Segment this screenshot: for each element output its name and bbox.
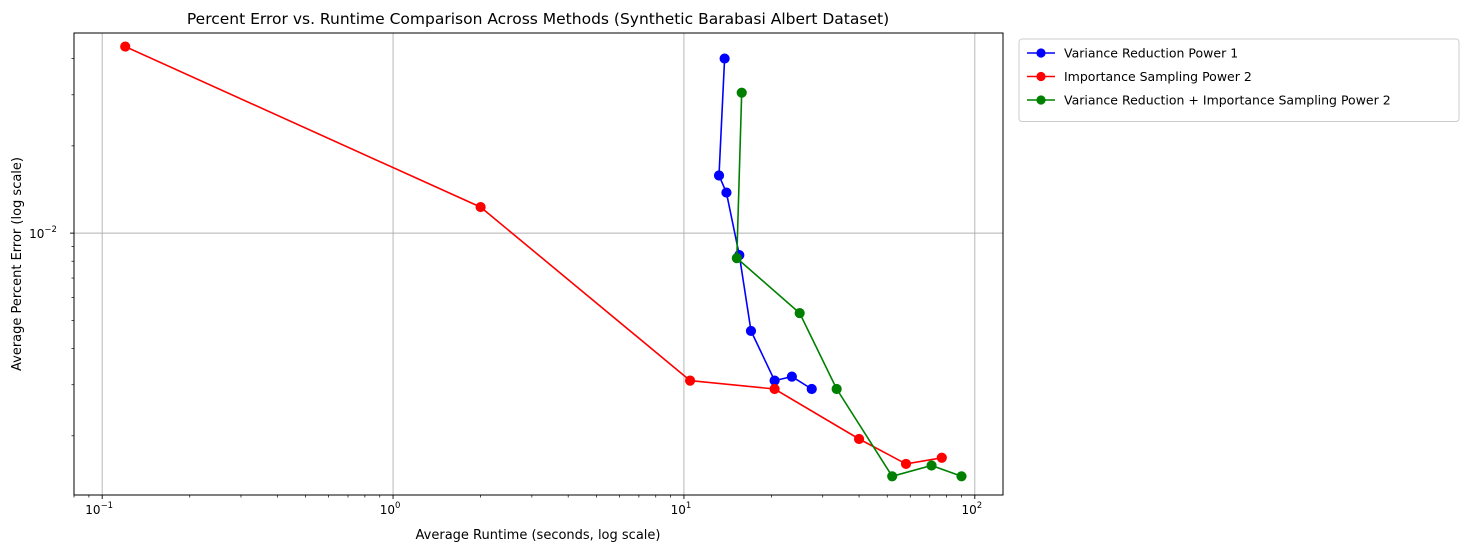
legend: Variance Reduction Power 1 Importance Sam…: [1018, 38, 1460, 122]
x-tick-label: 100: [380, 501, 401, 517]
x-tick-label: 10−1: [85, 501, 113, 517]
data-point: [887, 471, 898, 482]
grid-lines: [74, 33, 1003, 495]
data-point: [745, 325, 757, 337]
legend-marker: [1036, 71, 1046, 82]
series-1: [713, 53, 817, 395]
y-axis-label: Average Percent Error (log scale): [10, 157, 25, 371]
data-point: [713, 170, 725, 181]
data-point: [685, 375, 696, 386]
data-point: [769, 375, 780, 386]
legend-item: Variance Reduction Power 1: [1027, 46, 1238, 61]
legend-label: Variance Reduction + Importance Sampling…: [1064, 93, 1391, 108]
axis-ticks: 10−1 100 101 102 10−2: [29, 58, 982, 517]
y-tick-label: 10−2: [29, 225, 57, 241]
data-point: [900, 458, 912, 470]
chart-title: Percent Error vs. Runtime Comparison Acr…: [187, 10, 889, 28]
series-3: [731, 87, 967, 482]
legend-marker: [1036, 48, 1046, 58]
legend-label: Importance Sampling Power 2: [1064, 69, 1252, 84]
data-point: [731, 253, 742, 264]
series-2: [120, 41, 947, 470]
legend-label: Variance Reduction Power 1: [1064, 46, 1238, 61]
x-tick-label: 102: [961, 501, 982, 517]
data-point: [786, 371, 797, 382]
data-point: [120, 41, 131, 52]
data-point: [719, 53, 730, 64]
legend-marker: [1036, 95, 1046, 105]
data-point: [831, 383, 842, 395]
data-point: [936, 452, 947, 463]
data-point: [926, 460, 937, 471]
x-tick-label: 101: [671, 501, 692, 517]
data-point: [956, 471, 967, 482]
data-point: [769, 383, 780, 395]
data-point: [721, 187, 732, 198]
x-axis-label: Average Runtime (seconds, log scale): [416, 528, 661, 543]
legend-frame: [1018, 38, 1460, 122]
legend-item: Variance Reduction + Importance Sampling…: [1027, 93, 1391, 108]
data-point: [736, 87, 747, 98]
data-point: [475, 201, 486, 213]
series-layer: [120, 41, 967, 482]
plot-frame: [73, 32, 1004, 496]
data-point: [853, 433, 865, 445]
legend-item: Importance Sampling Power 2: [1027, 69, 1252, 84]
data-point: [806, 383, 817, 395]
data-point: [794, 307, 805, 319]
